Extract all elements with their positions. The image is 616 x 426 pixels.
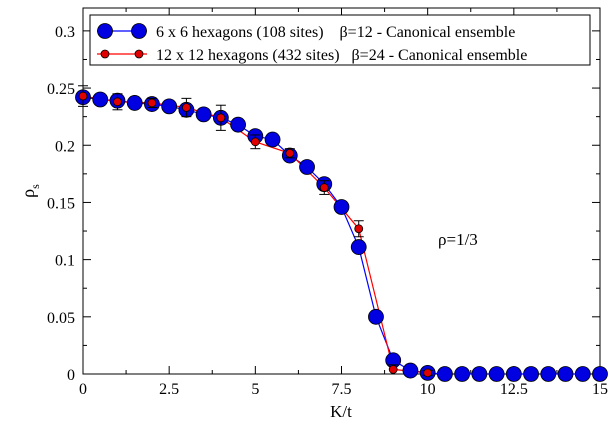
series-2-point [354,224,364,234]
series-2-point [388,365,398,374]
axis-tick-labels: 0 2.5 5 7.5 10 12.5 15 0 0.05 0.1 0.15 0.2 0.25 0.3 [47,24,608,398]
y-axis-label-sub: s [28,184,42,189]
legend-marker-series-2 [134,49,144,59]
y-tick-label: 0.2 [55,138,75,155]
series-1-point [161,98,178,115]
series-1-point [488,366,505,382]
data-series [75,85,608,382]
series-2-point [181,103,191,112]
series-1-point [92,91,109,108]
y-axis-label: ρs [18,184,42,198]
series-1-point [540,366,557,382]
series-1-point [195,106,212,123]
series-2-point [319,183,329,192]
y-tick-label: 0.25 [47,81,75,98]
legend-marker-series-1 [131,23,147,39]
series-1-point [350,239,367,255]
legend-label-series-2: 12 x 12 hexagons (432 sites) β=24 - Cano… [156,47,527,64]
svg-text:ρs: ρs [18,184,42,198]
series-1-point [505,366,522,382]
series-1-point [230,116,247,133]
legend: 6 x 6 hexagons (108 sites) β=12 - Canoni… [89,14,591,66]
x-tick-label: 0 [79,381,87,398]
y-tick-label: 0.15 [47,195,75,212]
series-2-point [113,97,122,107]
legend-marker-series-1 [97,23,113,39]
series-1-point [471,366,488,382]
x-tick-label: 15 [592,381,608,398]
y-tick-label: 0.1 [55,253,75,270]
x-tick-label: 12.5 [500,381,528,398]
density-annotation: ρ=1/3 [438,230,478,249]
series-1-point [402,362,419,379]
series-2-point [285,148,295,158]
x-axis-label: K/t [330,402,352,421]
legend-marker-series-2 [100,49,110,59]
series-1-point [574,366,591,382]
series-1-point [592,366,608,382]
legend-box [89,14,591,66]
series-1-point [454,366,471,382]
x-tick-label: 2.5 [159,381,179,398]
series-2-point [250,137,260,147]
series-1-point [523,366,539,382]
series-2-point [78,91,88,101]
series-1-point [264,131,281,148]
series-2-point [216,113,226,123]
series-2-point [147,98,157,108]
series-1-point [126,95,143,111]
series-1-point [368,308,384,325]
x-tick-label: 7.5 [332,381,352,398]
series-1-point [436,366,453,382]
y-tick-label: 0.05 [47,310,75,327]
y-axis-label-main: ρ [18,189,38,198]
x-tick-label: 10 [420,381,436,398]
series-1-line [82,96,600,375]
series-1-point [333,199,350,215]
series-2-point [423,368,433,378]
series-1-point [299,159,315,175]
x-tick-label: 5 [251,381,259,398]
y-tick-label: 0.3 [55,24,75,41]
legend-label-series-1: 6 x 6 hexagons (108 sites) β=12 - Canoni… [156,24,515,41]
series-1-point [557,366,574,382]
y-tick-label: 0 [67,367,75,384]
